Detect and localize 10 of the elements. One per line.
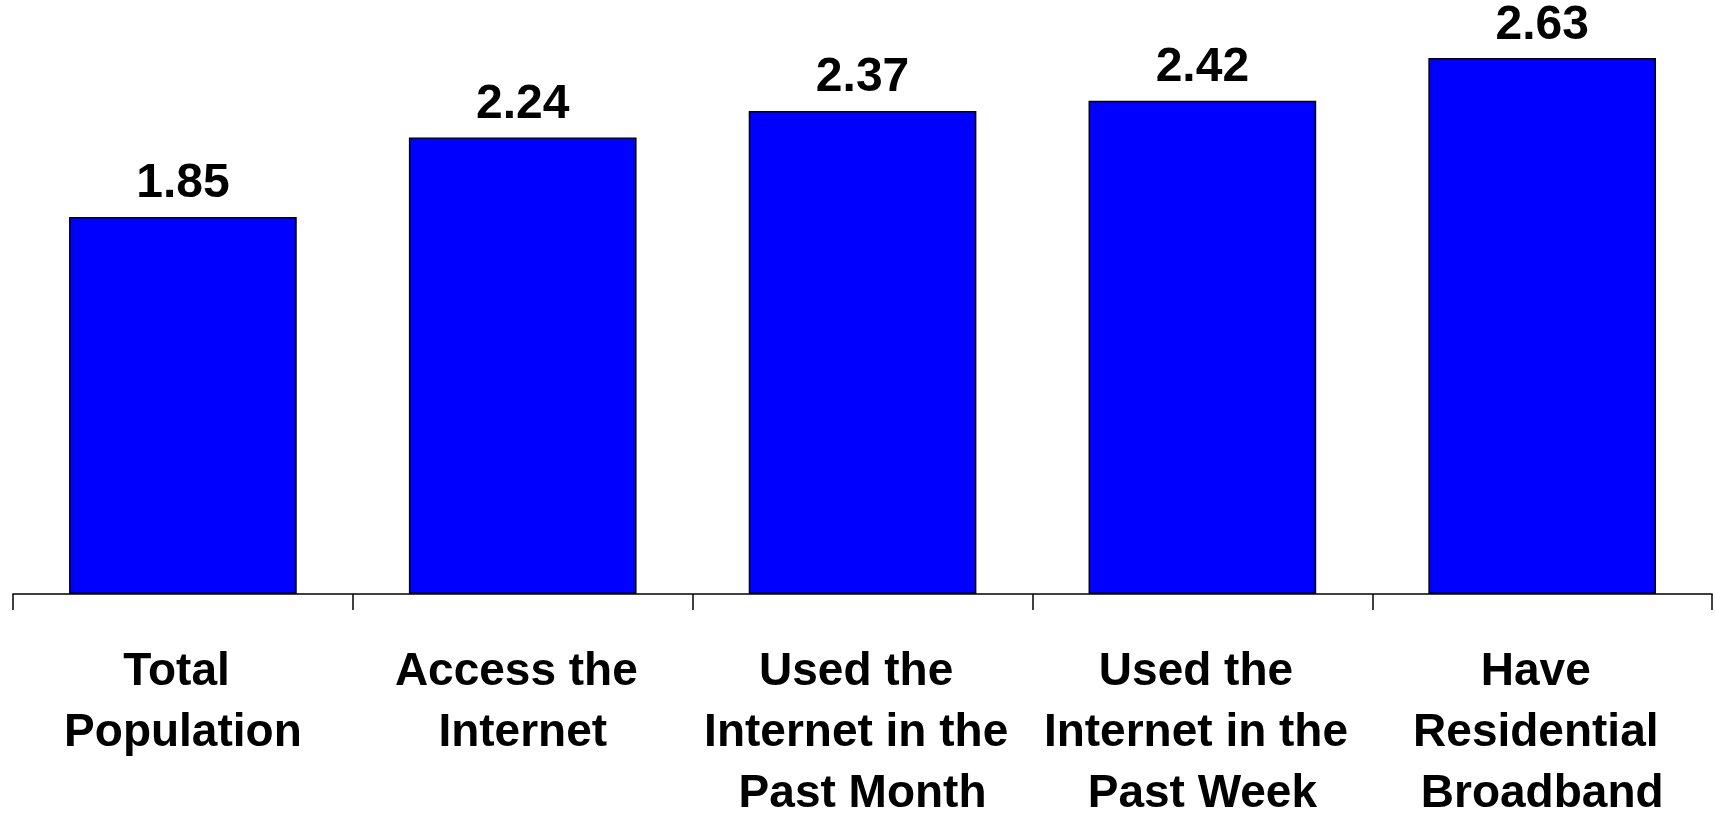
data-label: 2.37 [815, 48, 910, 102]
x-tick-label: Total Population [64, 642, 302, 756]
x-tick-label: Used the Internet in the Past Week [1043, 642, 1361, 817]
data-label: 2.24 [476, 74, 570, 128]
x-tick-label: Used the Internet in the Past Month [704, 642, 1021, 817]
x-tick-label: Access the Internet [394, 642, 651, 756]
x-tick-label: Have Residential Broadband [1413, 642, 1672, 817]
data-label: 2.63 [1495, 0, 1589, 49]
data-label: 1.85 [136, 154, 230, 208]
data-label: 2.42 [1155, 38, 1250, 92]
